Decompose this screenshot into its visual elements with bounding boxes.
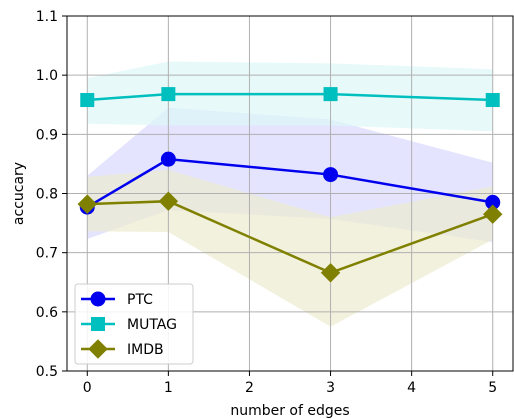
series-markers [77, 87, 503, 283]
series-lines [86, 92, 494, 275]
y-axis-ticks: 0.5 0.6 0.7 0.8 0.9 1.0 1.1 [36, 9, 67, 380]
mutag-point [80, 93, 95, 108]
y-tick-label: 0.9 [36, 127, 58, 143]
y-tick-label: 1.1 [36, 9, 58, 25]
x-axis-label: number of edges [230, 403, 349, 419]
imdb-point [483, 204, 503, 224]
x-tick-label: 0 [83, 380, 92, 396]
mutag-line [87, 92, 493, 102]
legend: PTC MUTAG IMDB [74, 283, 194, 365]
y-tick-label: 0.5 [36, 364, 58, 380]
x-tick-label: 3 [326, 380, 335, 396]
legend-swatch-marker [90, 291, 106, 307]
y-tick-label: 1.0 [36, 68, 58, 84]
x-axis-ticks: 0 1 2 3 4 5 [83, 371, 497, 396]
legend-box [74, 283, 194, 365]
y-tick-label: 0.8 [36, 187, 58, 203]
y-tick-label: 0.6 [36, 305, 58, 321]
legend-swatch-marker [91, 317, 105, 331]
x-tick-label: 4 [407, 380, 416, 396]
legend-swatch-marker [88, 339, 108, 359]
mutag-band [87, 61, 493, 132]
imdb-point [320, 263, 341, 283]
x-tick-label: 2 [245, 380, 254, 396]
mutag-point [485, 93, 500, 108]
imdb-line [87, 199, 494, 275]
mutag-point [161, 87, 176, 102]
y-tick-label: 0.7 [36, 246, 58, 262]
x-tick-label: 5 [488, 380, 497, 396]
legend-label-mutag: MUTAG [127, 317, 177, 333]
y-axis-label: accucary [11, 162, 27, 225]
ptc-point [323, 167, 339, 183]
x-tick-label: 1 [164, 380, 173, 396]
ptc-line [86, 157, 493, 209]
imdb-point [158, 191, 179, 211]
mutag-point [323, 87, 338, 102]
legend-label-ptc: PTC [127, 292, 153, 308]
ptc-point [160, 151, 176, 167]
legend-label-imdb: IMDB [127, 342, 164, 358]
imdb-point [77, 194, 97, 214]
